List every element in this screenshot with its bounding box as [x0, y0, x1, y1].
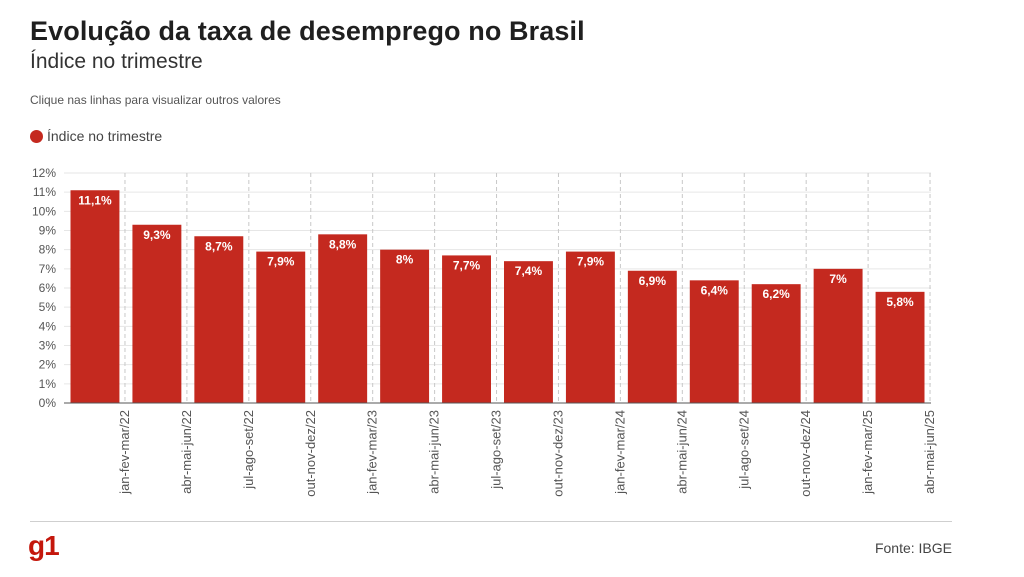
x-tick-label: out-nov-dez/22 — [303, 410, 318, 497]
y-tick-label: 11% — [33, 185, 56, 199]
bar[interactable] — [689, 280, 739, 403]
data-label: 6,9% — [639, 274, 667, 288]
bar[interactable] — [256, 251, 306, 403]
data-label: 8,8% — [329, 237, 357, 251]
legend-label: Índice no trimestre — [47, 128, 163, 144]
data-label: 11,1% — [78, 193, 112, 207]
instruction-text: Clique nas linhas para visualizar outros… — [30, 93, 281, 107]
y-tick-label: 1% — [39, 377, 57, 391]
data-label: 6,2% — [762, 287, 790, 301]
x-tick-label: jan-fev-mar/23 — [365, 410, 380, 495]
bar[interactable] — [504, 261, 553, 403]
bar[interactable] — [318, 234, 368, 403]
x-tick-label: abr-mai-jun/24 — [674, 410, 689, 494]
bar[interactable] — [627, 270, 677, 403]
bar[interactable] — [565, 251, 615, 403]
data-label: 6,4% — [701, 283, 729, 297]
y-tick-label: 10% — [32, 204, 56, 218]
x-tick-label: jul-ago-set/23 — [489, 410, 504, 490]
data-label: 8,7% — [205, 239, 233, 253]
data-label: 7,7% — [453, 258, 481, 272]
data-label: 7,4% — [515, 264, 543, 278]
legend-marker-icon — [30, 129, 43, 143]
bar[interactable] — [132, 224, 182, 403]
x-tick-label: jan-fev-mar/22 — [117, 410, 132, 495]
y-tick-label: 5% — [39, 300, 57, 314]
x-tick-label: out-nov-dez/23 — [550, 410, 565, 497]
bar-chart: 0% 1% 2% 3% 4% 5% 6% 7% 8% 9% 10% 11% 12% 11,1% jan-fe… — [32, 166, 937, 497]
y-tick-label: 3% — [39, 339, 57, 353]
x-tick-label: abr-mai-jun/25 — [922, 410, 937, 494]
y-tick-label: 2% — [39, 358, 57, 372]
bar[interactable] — [875, 291, 925, 403]
y-tick-label: 12% — [32, 166, 56, 180]
data-label: 5,8% — [886, 295, 914, 309]
bar[interactable] — [442, 255, 491, 403]
x-tick-label: jan-fev-mar/24 — [612, 410, 627, 495]
bar[interactable] — [70, 190, 120, 403]
y-tick-label: 0% — [39, 396, 57, 410]
y-tick-label: 9% — [39, 224, 57, 238]
x-tick-label: abr-mai-jun/22 — [179, 410, 194, 494]
x-tick-label: jan-fev-mar/25 — [860, 410, 875, 495]
data-label: 8% — [396, 253, 414, 267]
bar[interactable] — [380, 249, 430, 403]
y-tick-label: 7% — [39, 262, 57, 276]
data-label: 7,9% — [577, 255, 605, 269]
chart-subtitle: Índice no trimestre — [30, 50, 203, 73]
footer-divider — [30, 521, 952, 522]
y-tick-label: 8% — [39, 243, 57, 257]
data-label: 7% — [829, 272, 847, 286]
source-text: Fonte: IBGE — [874, 540, 952, 556]
x-tick-label: out-nov-dez/24 — [798, 410, 813, 497]
chart-title: Evolução da taxa de desemprego no Brasil — [30, 16, 585, 46]
data-label: 7,9% — [267, 255, 295, 269]
y-tick-label: 6% — [39, 281, 57, 295]
bar[interactable] — [194, 236, 244, 403]
bar[interactable] — [751, 284, 801, 403]
x-tick-label: jul-ago-set/24 — [736, 410, 751, 490]
legend-item[interactable]: Índice no trimestre — [30, 128, 162, 144]
bar[interactable] — [813, 268, 863, 403]
x-tick-label: jul-ago-set/22 — [241, 410, 256, 490]
y-tick-label: 4% — [39, 319, 57, 333]
g1-logo: g1 — [28, 530, 60, 561]
data-label: 9,3% — [143, 228, 171, 242]
x-tick-label: abr-mai-jun/23 — [427, 410, 442, 494]
